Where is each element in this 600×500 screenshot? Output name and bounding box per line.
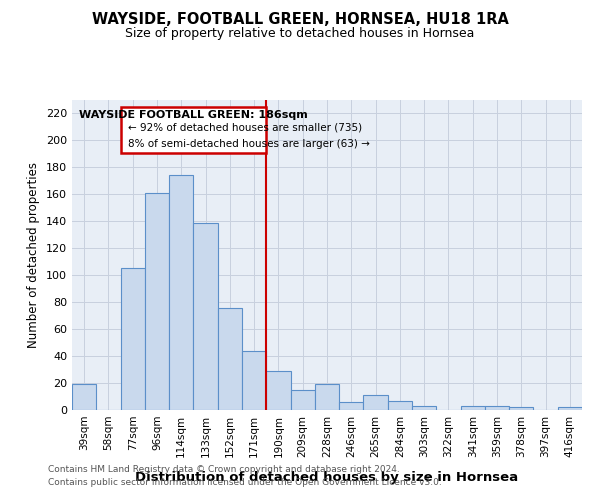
Bar	[193, 222, 218, 410]
Bar	[121, 268, 145, 410]
Bar	[485, 406, 509, 410]
Bar	[145, 193, 169, 410]
Text: WAYSIDE, FOOTBALL GREEN, HORNSEA, HU18 1RA: WAYSIDE, FOOTBALL GREEN, HORNSEA, HU18 1…	[92, 12, 508, 28]
Text: WAYSIDE FOOTBALL GREEN: 186sqm: WAYSIDE FOOTBALL GREEN: 186sqm	[79, 110, 308, 120]
Bar	[339, 402, 364, 410]
Bar	[388, 400, 412, 410]
Text: ← 92% of detached houses are smaller (735): ← 92% of detached houses are smaller (73…	[128, 122, 362, 132]
Bar	[461, 406, 485, 410]
Text: Contains public sector information licensed under the Open Government Licence v3: Contains public sector information licen…	[48, 478, 442, 487]
Bar	[218, 308, 242, 410]
Bar	[72, 384, 96, 410]
Bar	[509, 408, 533, 410]
FancyBboxPatch shape	[121, 106, 266, 152]
Bar	[266, 371, 290, 410]
X-axis label: Distribution of detached houses by size in Hornsea: Distribution of detached houses by size …	[136, 471, 518, 484]
Text: Size of property relative to detached houses in Hornsea: Size of property relative to detached ho…	[125, 28, 475, 40]
Text: Contains HM Land Registry data © Crown copyright and database right 2024.: Contains HM Land Registry data © Crown c…	[48, 466, 400, 474]
Bar	[364, 395, 388, 410]
Bar	[558, 408, 582, 410]
Bar	[290, 390, 315, 410]
Y-axis label: Number of detached properties: Number of detached properties	[28, 162, 40, 348]
Bar	[412, 406, 436, 410]
Bar	[169, 176, 193, 410]
Bar	[242, 350, 266, 410]
Bar	[315, 384, 339, 410]
Text: 8% of semi-detached houses are larger (63) →: 8% of semi-detached houses are larger (6…	[128, 140, 370, 149]
